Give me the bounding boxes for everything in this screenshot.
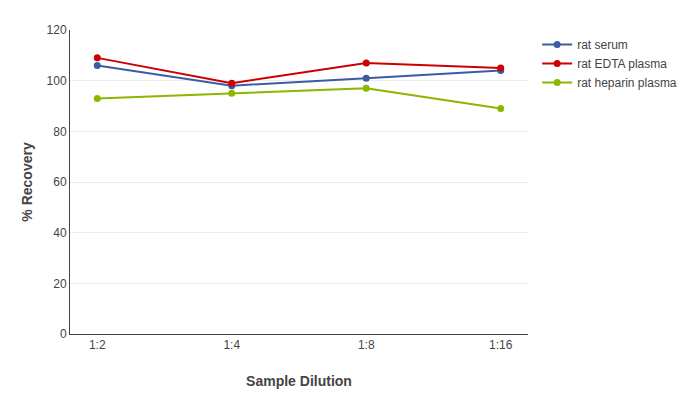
svg-text:20: 20 — [53, 277, 67, 291]
svg-text:rat EDTA plasma: rat EDTA plasma — [577, 57, 667, 71]
svg-text:rat serum: rat serum — [577, 38, 628, 52]
svg-text:1:4: 1:4 — [223, 338, 240, 352]
svg-text:rat heparin plasma: rat heparin plasma — [577, 76, 677, 90]
svg-text:0: 0 — [60, 327, 67, 341]
svg-text:1:8: 1:8 — [358, 338, 375, 352]
svg-text:Sample Dilution: Sample Dilution — [246, 373, 352, 389]
svg-text:1:2: 1:2 — [89, 338, 106, 352]
svg-text:1:16: 1:16 — [489, 338, 513, 352]
svg-text:120: 120 — [47, 23, 67, 37]
svg-text:60: 60 — [53, 175, 67, 189]
svg-text:100: 100 — [47, 74, 67, 88]
svg-text:40: 40 — [53, 226, 67, 240]
svg-text:80: 80 — [53, 125, 67, 139]
svg-text:% Recovery: % Recovery — [19, 142, 35, 222]
